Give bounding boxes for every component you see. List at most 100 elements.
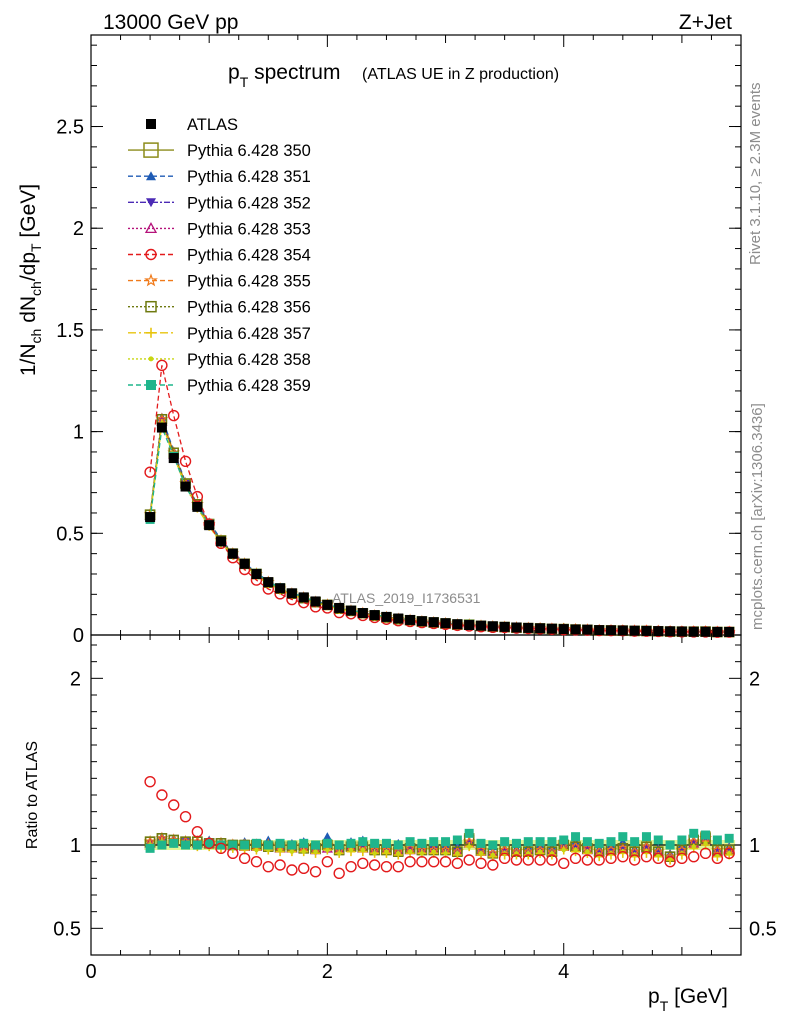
ratio-point: [168, 799, 180, 811]
ratio-point: [240, 840, 250, 850]
ratio-point: [451, 857, 464, 870]
ratio-point: [360, 847, 366, 853]
ratio-point: [250, 855, 263, 868]
series-point: [558, 624, 569, 635]
ratio-point: [227, 847, 239, 860]
ratio-point: [726, 851, 732, 856]
x-tick-label: 2: [322, 961, 333, 983]
series-point: [724, 626, 735, 637]
ratio-point: [325, 847, 330, 853]
ratio-point: [585, 849, 590, 854]
ratio-point: [238, 852, 251, 865]
curves-group: [143, 359, 736, 880]
ratio-point: [144, 775, 156, 788]
ratio-point: [309, 865, 322, 878]
series-point: [144, 466, 156, 478]
series-5: [144, 359, 735, 880]
ratio-point: [192, 840, 202, 850]
series-9: [147, 421, 732, 861]
series-point: [641, 625, 652, 636]
ratio-point: [546, 854, 558, 866]
ratio-point: [723, 847, 735, 860]
ratio-point: [558, 857, 570, 870]
ratio-point: [582, 837, 592, 847]
series-4: [144, 415, 735, 861]
series-point: [665, 626, 676, 637]
legend-marker: [146, 380, 156, 390]
ratio-point: [640, 850, 653, 863]
legend-marker: [146, 171, 156, 181]
legend-marker: [144, 222, 158, 234]
series-point: [239, 558, 250, 569]
y-tick-label: 0: [73, 625, 84, 647]
series-point: [334, 602, 345, 613]
series-point: [712, 626, 723, 637]
plot-title-sub: T: [240, 74, 249, 90]
ratio-point: [274, 859, 286, 871]
ratio-point: [336, 851, 342, 856]
ratio-point: [358, 837, 368, 847]
ratio-y-tick-label: 0.5: [53, 918, 81, 940]
ratio-point: [475, 857, 487, 870]
legend: ATLAS Pythia 6.428 350 Pythia 6.428 351 Pyt…: [128, 116, 311, 395]
ratio-point: [724, 833, 734, 843]
series-10: [145, 423, 734, 853]
series-point: [192, 501, 203, 512]
series-point: [286, 588, 297, 599]
series-3: [145, 417, 734, 863]
series-point: [440, 618, 451, 629]
series-point: [511, 622, 522, 633]
ratio-point: [215, 842, 227, 855]
ratio-point: [216, 840, 226, 850]
legend-marker: [145, 248, 157, 261]
ratio-axis-label: Ratio to ATLAS: [24, 741, 41, 849]
series-point: [499, 621, 510, 632]
ratio-point: [372, 851, 377, 856]
series-point: [251, 568, 262, 579]
series-point: [310, 596, 321, 607]
legend-label: Pythia 6.428 356: [187, 299, 311, 317]
ratio-point: [535, 837, 545, 847]
series-7: [144, 413, 735, 862]
ratio-point: [443, 851, 448, 856]
legend-label: Pythia 6.428 355: [187, 273, 311, 291]
ratio-point: [569, 852, 582, 865]
ratio-point: [203, 837, 215, 850]
ratio-point: [618, 832, 628, 842]
ratio-point: [676, 852, 688, 865]
series-point: [546, 623, 557, 634]
ratio-point: [594, 838, 604, 848]
ratio-point: [384, 849, 389, 854]
ratio-point: [156, 789, 168, 801]
ratio-point: [500, 837, 510, 847]
ratio-point: [181, 840, 191, 850]
series-point: [428, 617, 439, 628]
series-point: [393, 613, 404, 624]
ratio-point: [393, 840, 403, 850]
ratio-point: [301, 849, 306, 854]
ratio-point: [464, 828, 474, 838]
legend-label: Pythia 6.428 351: [187, 168, 311, 186]
ratio-point: [605, 852, 617, 865]
ratio-point: [321, 855, 334, 868]
ratio-point: [251, 838, 261, 848]
series-point: [369, 610, 380, 621]
legend-label: Pythia 6.428 350: [187, 142, 311, 160]
series-point: [263, 577, 274, 588]
ratio-point: [262, 860, 274, 873]
ratio-point: [522, 854, 534, 866]
ratio-point: [428, 855, 440, 868]
series-1: [144, 413, 735, 862]
ratio-point: [441, 837, 451, 847]
ratio-point: [628, 854, 641, 866]
ratio-point: [370, 838, 380, 848]
y-axis-label: 1/Nch dNch/dpT [GeV]: [17, 184, 44, 376]
ratio-point: [452, 835, 462, 845]
ratio-point: [322, 838, 332, 848]
series-point: [168, 453, 179, 464]
legend-label: ATLAS: [187, 116, 238, 134]
series-point: [535, 623, 546, 634]
ratio-point: [561, 847, 566, 853]
series-point: [476, 620, 486, 631]
